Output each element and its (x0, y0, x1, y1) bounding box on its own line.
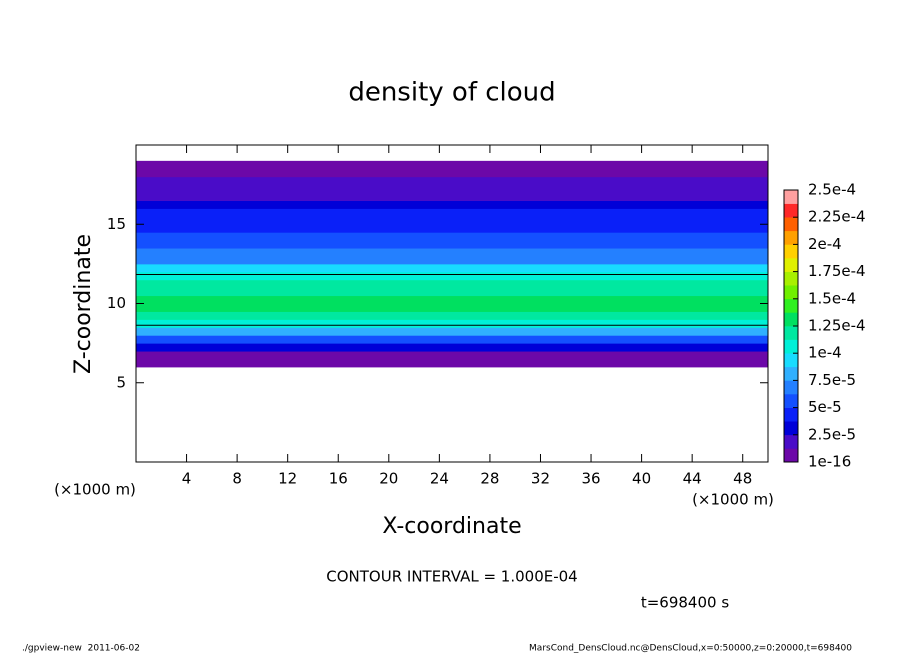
density-band (136, 200, 768, 209)
colorbar-label: 5e-5 (808, 398, 842, 416)
colorbar-swatch (784, 326, 798, 340)
colorbar-label: 1.75e-4 (808, 262, 866, 280)
density-band (136, 232, 768, 241)
colorbar-swatch (784, 271, 798, 286)
colorbar-swatch (784, 339, 798, 354)
density-band (136, 319, 768, 328)
density-band (136, 271, 768, 281)
y-axis-label: Z-coordinate (71, 234, 96, 374)
colorbar-swatch (784, 258, 798, 272)
colorbar-label: 7.5e-5 (808, 371, 856, 389)
colorbar-swatch (784, 217, 798, 232)
y-tick-label: 10 (107, 294, 126, 312)
x-tick-label: 28 (480, 470, 499, 488)
density-band (136, 160, 768, 170)
x-tick-label: 8 (232, 470, 242, 488)
x-tick-label: 4 (182, 470, 192, 488)
x-tick-label: 12 (278, 470, 297, 488)
x-tick-label: 20 (379, 470, 398, 488)
x-tick-label: 44 (683, 470, 702, 488)
density-band (136, 263, 768, 273)
density-band (136, 176, 768, 186)
density-band (136, 303, 768, 312)
density-band (136, 184, 768, 194)
x-tick-label: 32 (531, 470, 550, 488)
density-band (136, 192, 768, 201)
colorbar-swatch (784, 434, 798, 449)
density-band (136, 351, 768, 360)
x-tick-label: 40 (632, 470, 651, 488)
density-band (136, 224, 768, 233)
density-band (136, 327, 768, 336)
colorbar-label: 1e-16 (808, 453, 851, 471)
x-tick-label: 16 (329, 470, 348, 488)
x-unit: (×1000 m) (692, 491, 774, 509)
colorbar-label: 1.5e-4 (808, 289, 856, 307)
density-band (136, 255, 768, 265)
density-band (136, 248, 768, 257)
colorbar-swatch (784, 312, 798, 327)
density-band (136, 287, 768, 297)
density-band (136, 279, 768, 289)
colorbar-label: 1.25e-4 (808, 317, 866, 335)
density-band (136, 168, 768, 178)
time-note: t=698400 s (641, 594, 729, 612)
colorbar-label: 2.5e-4 (808, 181, 856, 199)
colorbar-label: 2.5e-5 (808, 425, 856, 443)
colorbar-swatch (784, 394, 798, 408)
x-tick-label: 24 (430, 470, 449, 488)
colorbar-swatch (784, 353, 798, 368)
density-band (136, 208, 768, 217)
colorbar-swatch (784, 190, 798, 204)
contour-note: CONTOUR INTERVAL = 1.000E-04 (326, 568, 577, 586)
footer-left: ./gpview-new 2011-06-02 (22, 644, 140, 654)
y-unit: (×1000 m) (54, 481, 136, 499)
colorbar-swatch (784, 407, 798, 422)
colorbar-label: 2.25e-4 (808, 208, 866, 226)
colorbar-swatch (784, 230, 798, 245)
density-band (136, 358, 768, 368)
colorbar-swatch (784, 244, 798, 259)
density-band (136, 343, 768, 352)
colorbar-swatch (784, 285, 798, 300)
colorbar-swatch (784, 366, 798, 381)
colorbar-swatch (784, 298, 798, 313)
colorbar-swatch (784, 421, 798, 436)
colorbar-label: 2e-4 (808, 235, 842, 253)
x-tick-label: 36 (581, 470, 600, 488)
density-band (136, 335, 768, 344)
footer-right: MarsCond_DensCloud.nc@DensCloud,x=0:5000… (529, 644, 852, 654)
density-band (136, 311, 768, 320)
y-tick-label: 5 (116, 373, 126, 391)
colorbar-swatch (784, 380, 798, 395)
colorbar-label: 1e-4 (808, 344, 842, 362)
x-axis-label: X-coordinate (382, 514, 521, 539)
y-tick-label: 15 (107, 215, 126, 233)
colorbar-swatch (784, 448, 798, 463)
density-band (136, 295, 768, 304)
colorbar-swatch (784, 203, 798, 218)
density-band (136, 216, 768, 225)
x-tick-label: 48 (733, 470, 752, 488)
density-band (136, 240, 768, 249)
chart-title: density of cloud (348, 78, 555, 108)
